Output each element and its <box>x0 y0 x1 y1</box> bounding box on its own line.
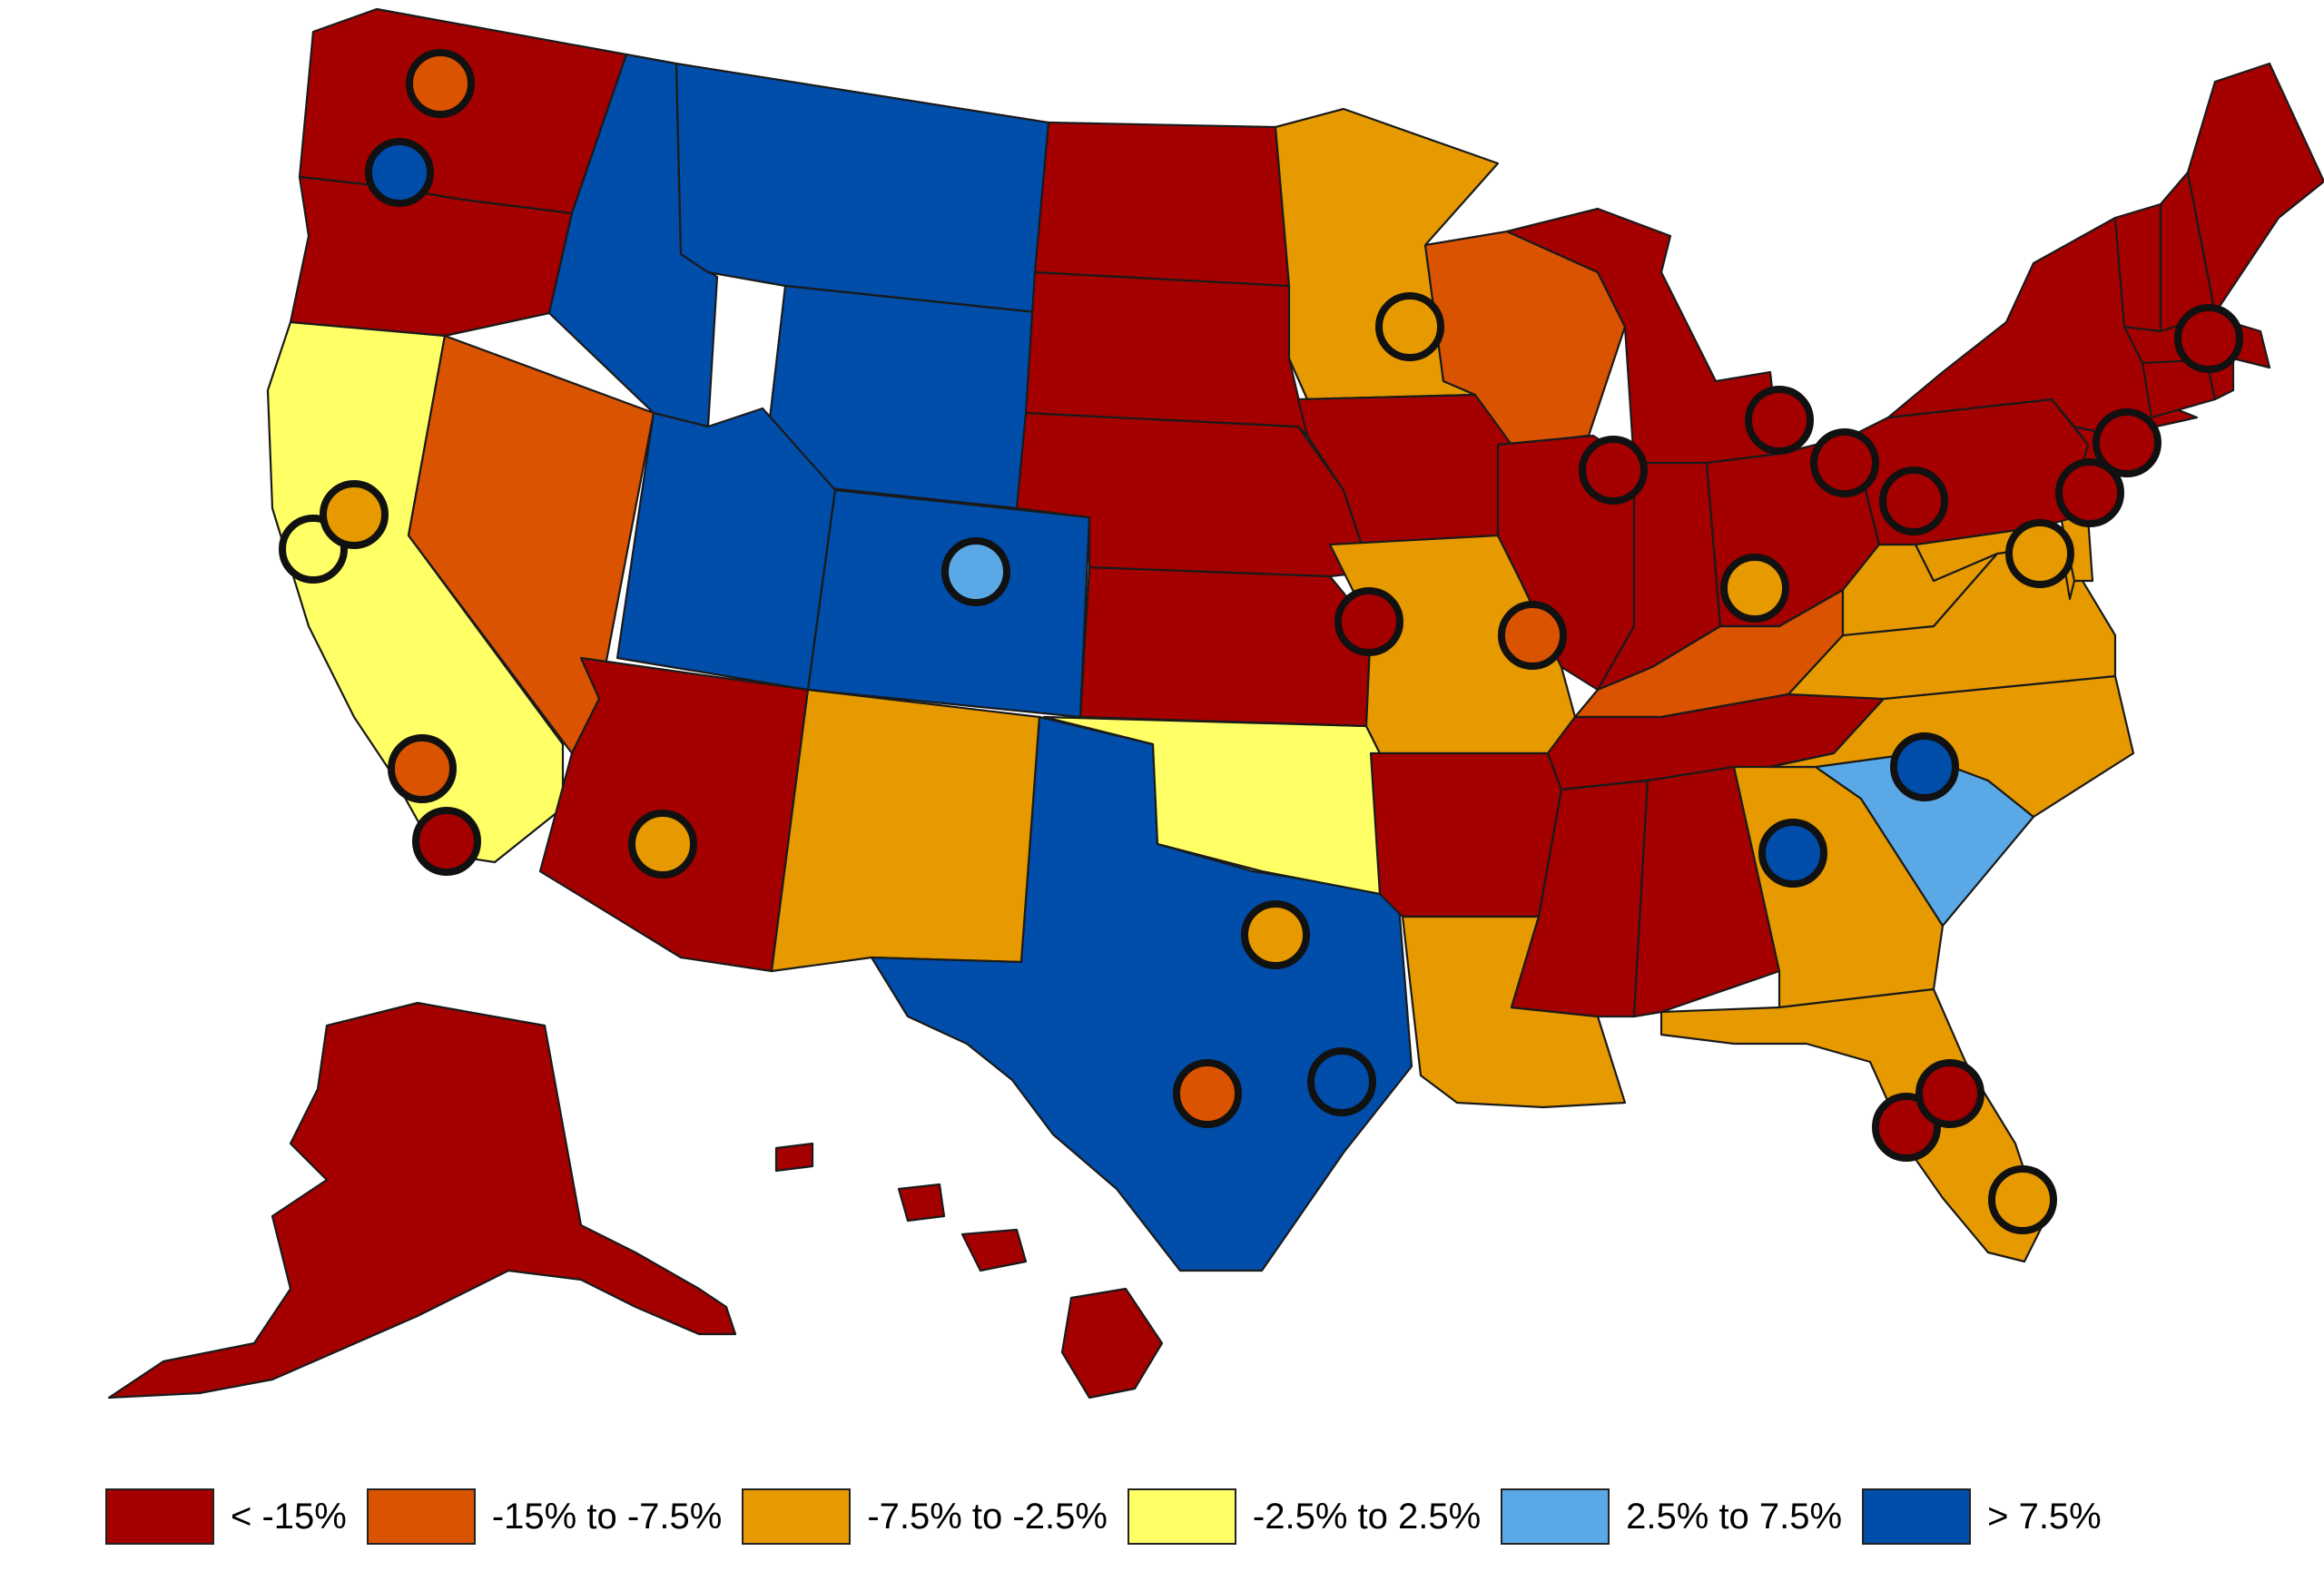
legend-item-neg15-to-neg7: -15% to -7.5% <box>366 1488 723 1545</box>
city-marker-washington <box>2005 519 2074 588</box>
cities-layer <box>279 49 2243 1234</box>
city-marker-oakland <box>320 480 389 549</box>
state-hi <box>1060 1287 1164 1399</box>
legend-label: -15% to -7.5% <box>491 1496 723 1537</box>
city-marker-dallas <box>1241 900 1310 969</box>
city-marker-los-angeles <box>388 734 457 803</box>
state-tx <box>870 715 1413 1272</box>
legend-item-gt-7: > 7.5% <box>1862 1488 2102 1545</box>
state-co <box>806 488 1091 719</box>
legend-label: -2.5% to 2.5% <box>1252 1496 1482 1537</box>
state-ks <box>1078 565 1373 728</box>
state-ar <box>1369 751 1563 918</box>
state-fl <box>1659 987 2044 1263</box>
legend-item-lt-neg15: < -15% <box>105 1488 347 1545</box>
legend-label: 2.5% to 7.5% <box>1626 1496 1843 1537</box>
legend-item-neg7-to-neg2: -7.5% to -2.5% <box>742 1488 1108 1545</box>
legend-swatch <box>742 1488 852 1545</box>
legend-swatch <box>1501 1488 1610 1545</box>
state-hi <box>960 1228 1028 1272</box>
city-marker-cleveland <box>1810 428 1879 497</box>
legend-item-2-to-7: 2.5% to 7.5% <box>1501 1488 1842 1545</box>
city-marker-new-york <box>2093 408 2162 477</box>
map-legend: < -15% -15% to -7.5% -7.5% to -2.5% -2.5… <box>105 1487 2284 1547</box>
state-me <box>2186 62 2324 315</box>
legend-swatch <box>1127 1488 1236 1545</box>
city-marker-pittsburgh <box>1879 466 1948 535</box>
state-nd <box>1033 121 1291 288</box>
city-marker-boston <box>2174 304 2243 373</box>
state-mt <box>675 62 1050 315</box>
city-marker-denver <box>941 537 1010 606</box>
city-marker-charlotte <box>1890 732 1959 801</box>
city-marker-cincinnati <box>1720 554 1789 623</box>
legend-label: > 7.5% <box>1987 1496 2102 1537</box>
state-al <box>1632 765 1781 1018</box>
state-sd <box>1024 270 1309 437</box>
city-marker-houston <box>1307 1047 1376 1116</box>
city-marker-detroit <box>1745 386 1814 455</box>
city-marker-chicago <box>1579 436 1648 505</box>
city-marker-miami <box>1988 1165 2057 1234</box>
state-nm <box>770 688 1041 973</box>
state-hi <box>897 1183 946 1223</box>
city-marker-kansas-city <box>1334 587 1403 656</box>
state-ne <box>1015 411 1373 578</box>
legend-swatch <box>1862 1488 1972 1545</box>
legend-label: -7.5% to -2.5% <box>867 1496 1108 1537</box>
legend-item-neg2-to-2: -2.5% to 2.5% <box>1127 1488 1482 1545</box>
city-marker-philadelphia <box>2055 458 2124 527</box>
city-marker-minneapolis <box>1375 292 1444 361</box>
city-marker-san-diego <box>412 807 481 876</box>
legend-swatch <box>105 1488 214 1545</box>
city-marker-atlanta <box>1758 819 1827 888</box>
city-marker-st-louis <box>1498 601 1567 670</box>
state-hi <box>774 1142 814 1173</box>
city-marker-seattle <box>406 49 475 118</box>
state-ak <box>107 1001 737 1399</box>
city-marker-san-antonio <box>1173 1059 1242 1128</box>
legend-swatch <box>366 1488 476 1545</box>
city-marker-portland <box>365 138 434 207</box>
legend-label: < -15% <box>231 1496 347 1537</box>
city-marker-orlando <box>1915 1059 1984 1128</box>
city-marker-phoenix <box>628 810 697 879</box>
